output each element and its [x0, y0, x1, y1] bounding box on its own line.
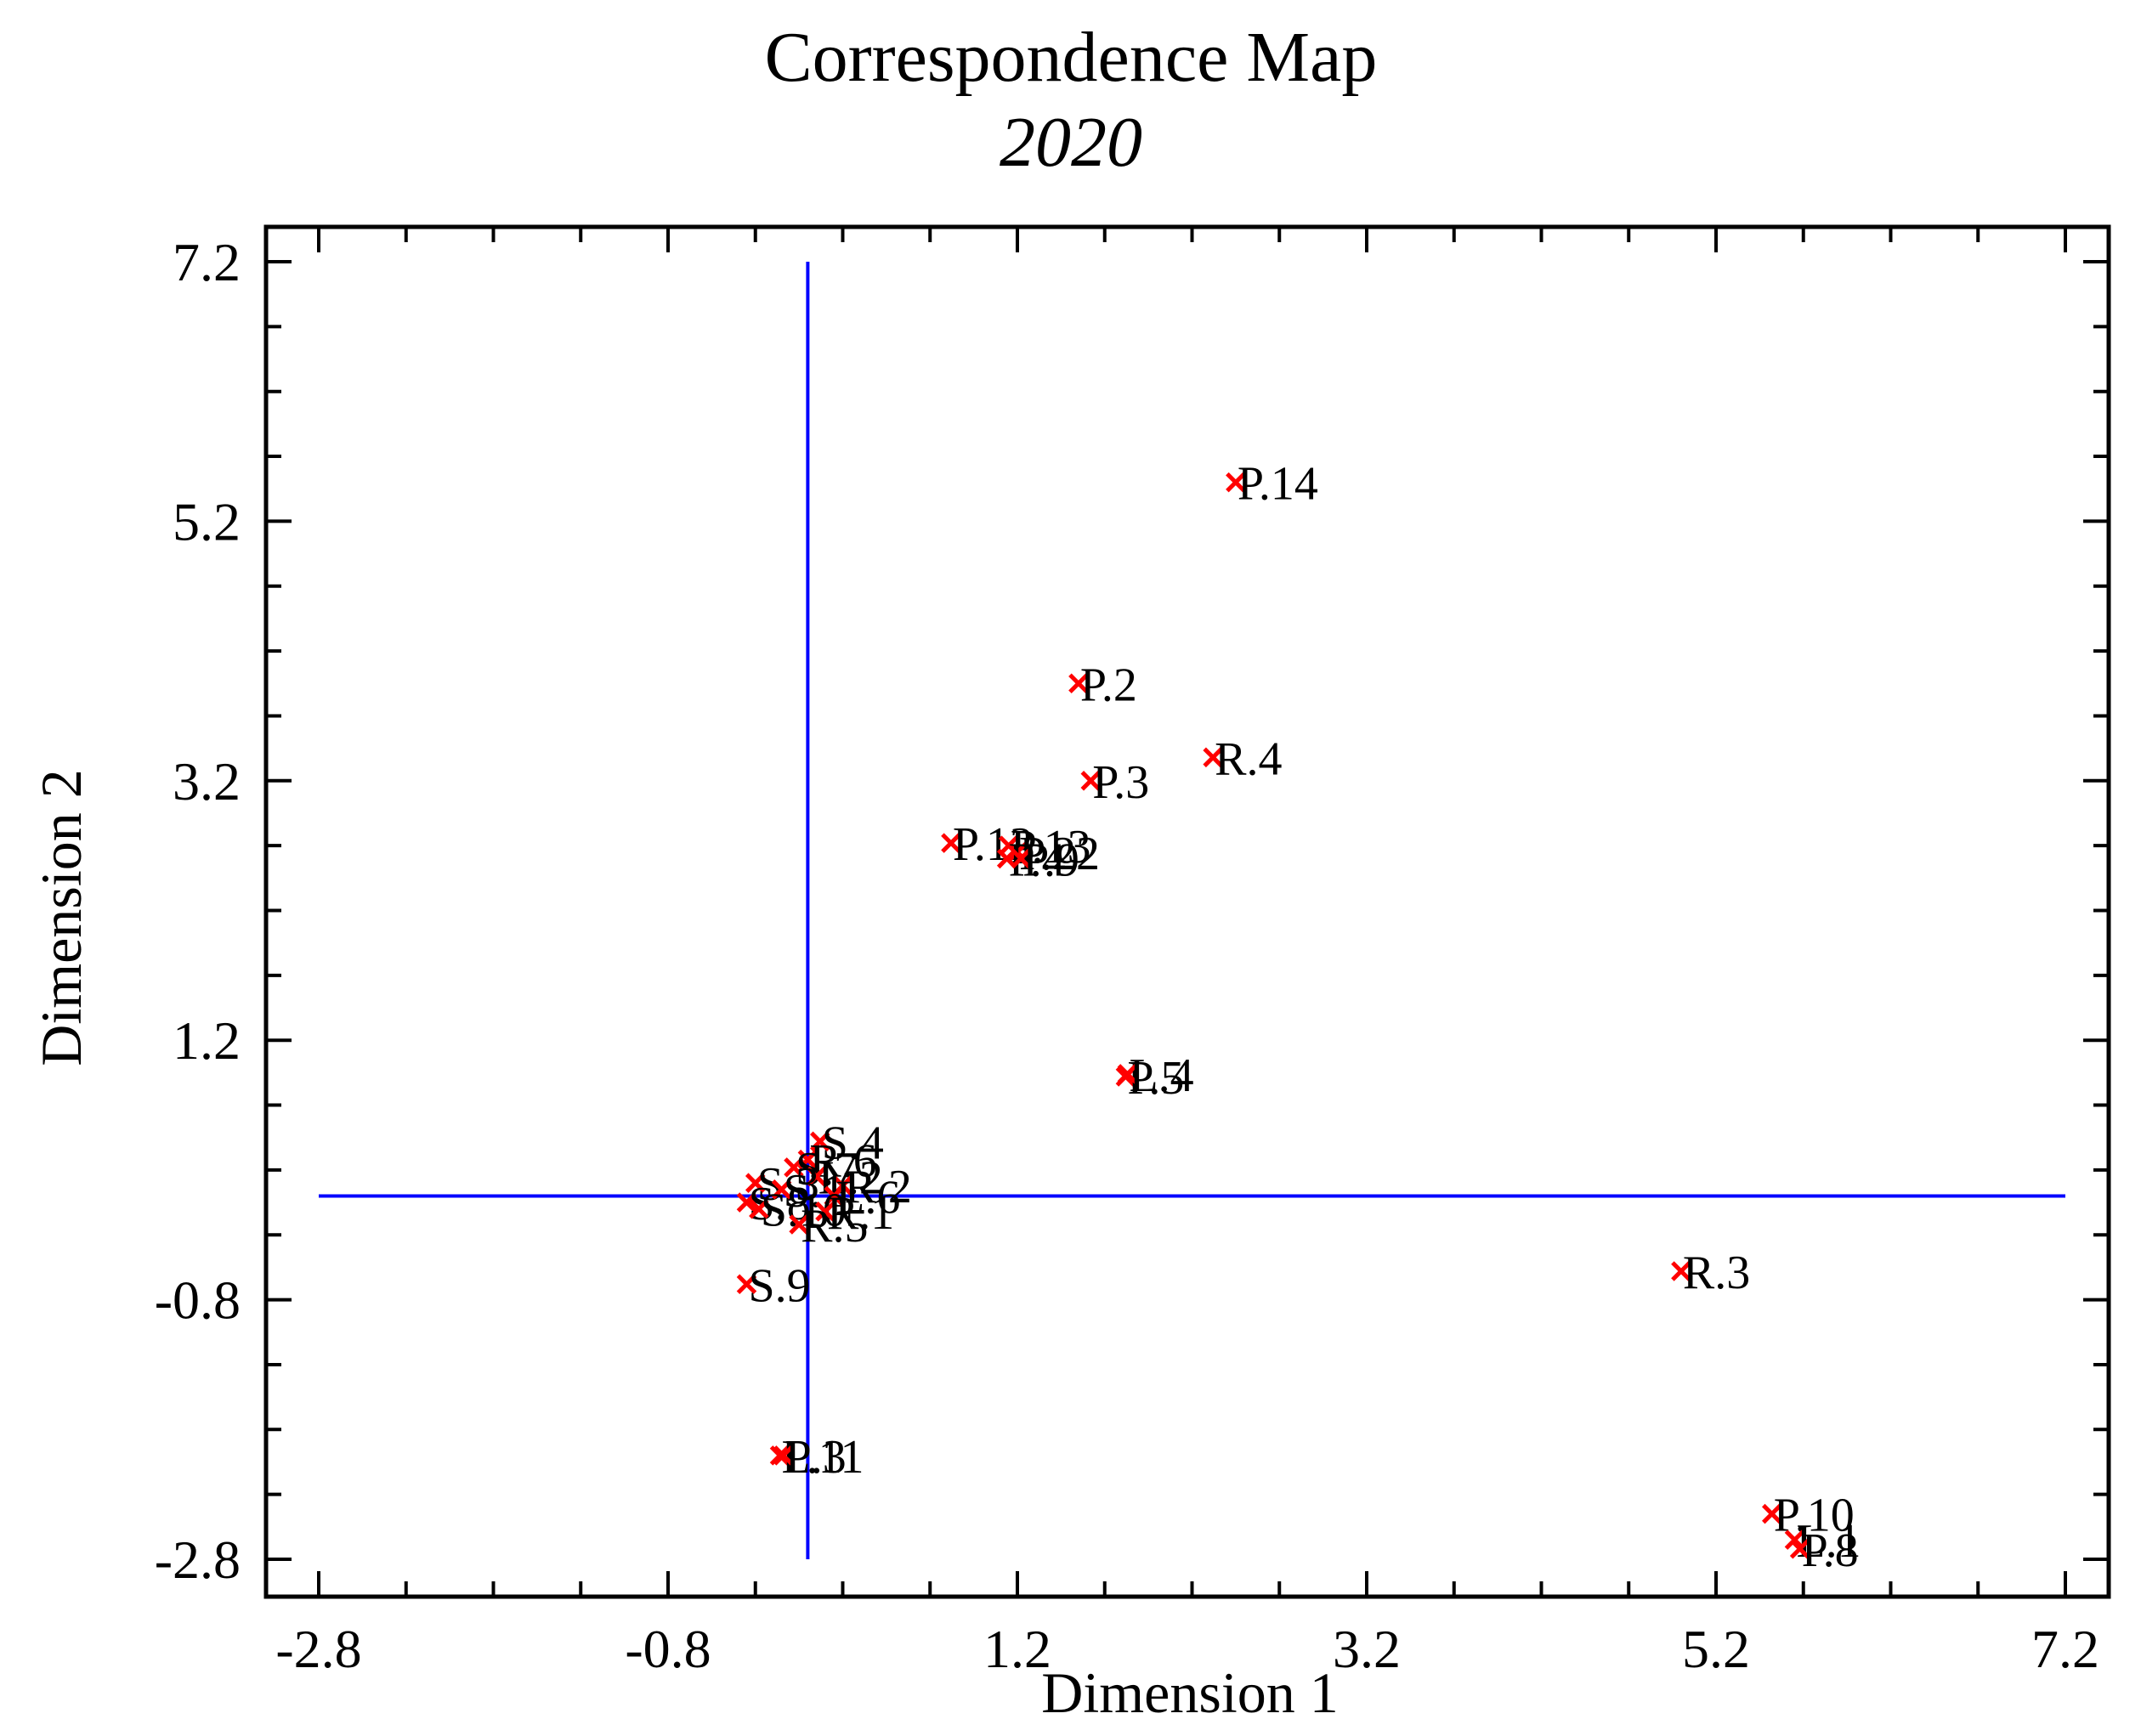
y-tick-label: 3.2 — [173, 751, 241, 811]
data-point: R.1 — [815, 1187, 894, 1240]
point-label: S.1 — [784, 1165, 846, 1218]
data-point: R.3 — [1671, 1247, 1750, 1299]
data-point: P.11 — [773, 1431, 864, 1484]
plot-frame — [263, 224, 2111, 1599]
point-label: P.2 — [1080, 659, 1137, 711]
point-marker — [824, 1185, 844, 1207]
data-point: R.4 — [1203, 732, 1283, 785]
data-point: S.9 — [736, 1259, 811, 1312]
data-point: P.8 — [1789, 1524, 1859, 1577]
y-tick-labels: -2.8 -0.8 1.2 3.2 5.2 7.2 — [155, 232, 241, 1590]
x-tick-labels: -2.8 -0.8 1.2 3.2 5.2 7.2 — [275, 1619, 2099, 1679]
point-label: R.3 — [1683, 1247, 1750, 1299]
point-marker — [1080, 771, 1102, 791]
point-marker — [736, 1274, 757, 1295]
point-marker — [784, 1157, 804, 1178]
x-tick-label: -0.8 — [625, 1619, 711, 1679]
y-tick-label: -2.8 — [155, 1530, 241, 1590]
point-marker — [736, 1192, 757, 1213]
point-marker — [1784, 1530, 1805, 1550]
point-marker — [769, 1445, 790, 1466]
point-label: S.4 — [822, 1117, 884, 1169]
y-axis-label: Dimension 2 — [29, 769, 93, 1066]
data-point: R.2 — [832, 1161, 912, 1213]
y-tick-label: -0.8 — [155, 1270, 241, 1331]
point-label: R.1 — [827, 1187, 894, 1240]
data-point: L.6 — [824, 1171, 900, 1224]
point-marker — [810, 1131, 830, 1152]
point-marker — [1203, 747, 1223, 768]
x-tick-label: 7.2 — [2031, 1619, 2099, 1679]
chart-subtitle: 2020 — [1000, 103, 1142, 182]
point-marker — [1761, 1503, 1782, 1524]
point-label: P.3 — [1092, 756, 1149, 809]
point-marker — [1068, 673, 1089, 694]
point-marker — [1671, 1261, 1691, 1281]
data-point: S.4 — [810, 1117, 884, 1169]
point-marker — [789, 1214, 809, 1235]
x-tick-label: -2.8 — [275, 1619, 361, 1679]
point-label: R.2 — [845, 1161, 912, 1213]
point-marker — [771, 1179, 792, 1200]
data-point: S.7 — [784, 1143, 858, 1196]
point-label: P.5 — [1127, 1052, 1184, 1105]
point-marker — [1117, 1064, 1138, 1084]
axis-ticks — [266, 227, 2109, 1597]
x-tick-label: 3.2 — [1333, 1619, 1401, 1679]
data-points: P.14P.2R.4P.3P.12P.13P.22P.4P.9P.5L.4S.4… — [736, 458, 1861, 1577]
point-label: R.5 — [801, 1200, 868, 1253]
point-marker — [797, 1149, 818, 1170]
x-tick-label: 1.2 — [983, 1619, 1051, 1679]
data-point: P.9 — [1011, 834, 1079, 886]
point-marker — [815, 1201, 835, 1222]
x-axis-label: Dimension 1 — [1041, 1660, 1338, 1725]
point-marker — [745, 1173, 766, 1193]
point-label: P.22 — [1019, 828, 1100, 880]
point-label: P.9 — [1022, 834, 1079, 886]
point-marker — [806, 1166, 827, 1187]
point-marker — [1226, 472, 1246, 493]
reference-lines — [319, 262, 2065, 1559]
point-marker — [773, 1445, 794, 1466]
point-marker — [941, 833, 961, 853]
point-label: L.6 — [835, 1171, 900, 1224]
data-point: S.1 — [771, 1165, 846, 1218]
data-point: P.2 — [1068, 659, 1137, 711]
chart-title: Correspondence Map — [765, 18, 1378, 97]
point-marker — [1789, 1539, 1810, 1559]
point-label: S.9 — [748, 1259, 810, 1312]
data-point: L.3 — [769, 1431, 847, 1484]
y-tick-label: 7.2 — [173, 232, 241, 292]
point-label: L.4 — [1129, 1049, 1193, 1102]
data-point: P.14 — [1226, 458, 1318, 511]
data-point: R.5 — [789, 1200, 868, 1253]
y-tick-label: 5.2 — [173, 491, 241, 551]
data-point: P.3 — [1080, 756, 1149, 809]
point-label: P.14 — [1238, 458, 1318, 511]
point-label: P.8 — [1802, 1524, 1859, 1577]
x-tick-label: 5.2 — [1682, 1619, 1750, 1679]
point-marker — [1011, 848, 1031, 869]
point-label: R.4 — [1215, 732, 1282, 785]
data-point: L.4 — [1117, 1049, 1194, 1102]
point-label: L.3 — [782, 1431, 847, 1484]
point-marker — [749, 1198, 769, 1219]
point-label: P.11 — [785, 1431, 864, 1484]
y-tick-label: 1.2 — [173, 1010, 241, 1071]
